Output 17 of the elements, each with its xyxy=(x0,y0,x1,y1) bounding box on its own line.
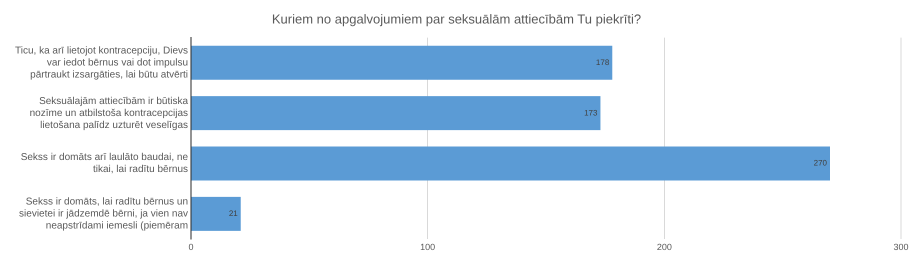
data-label: 21 xyxy=(228,209,238,218)
bar xyxy=(192,96,600,130)
y-tick-label: Ticu, ka arī lietojot kontracepciju, Dievs var iedot bērnus vai dot impulsu pārtraukt izsargāties, lai būtu atvērti xyxy=(14,46,188,81)
y-tick-label: Sekss ir domāts arī laulāto baudai, ne tikai, lai radītu bērnus xyxy=(20,152,188,176)
y-tick-label: Seksuālajām attiecībām ir būtiska nozīme un atbilstoša kontracepcijas lietošana palīdz uzturēt veselīgas xyxy=(30,96,188,131)
y-tick-label: Sekss ir domāts, lai radītu bērnus un sievietei ir jādzemdē bērni, ja vien nav neapstrīdami iemesli (piemēram xyxy=(19,196,188,232)
bar xyxy=(192,196,241,231)
bar xyxy=(192,146,830,180)
x-tick-label: 200 xyxy=(656,242,672,252)
x-tick-label: 0 xyxy=(188,242,194,252)
x-tick-label: 100 xyxy=(420,242,436,252)
data-label: 173 xyxy=(584,108,598,118)
x-tick-label: 300 xyxy=(893,242,909,252)
bar xyxy=(192,46,612,80)
data-label: 178 xyxy=(596,58,610,67)
chart-title: Kuriem no apgalvojumiem par seksuālām attiecībām Tu piekrīti? xyxy=(272,11,642,26)
data-label: 270 xyxy=(814,158,828,168)
